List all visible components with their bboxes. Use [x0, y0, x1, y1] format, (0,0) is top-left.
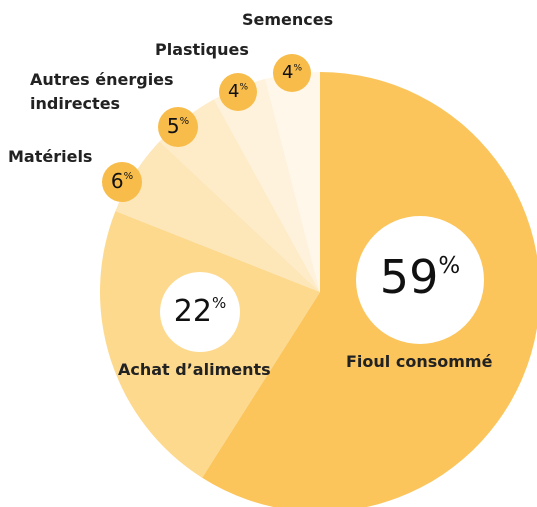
- value-label: 6%: [111, 169, 133, 193]
- pie-slice: [115, 141, 320, 292]
- category-label: Autres énergies indirectes: [30, 70, 174, 113]
- label-bubble: [158, 107, 198, 147]
- category-label: Fioul consommé: [346, 352, 493, 371]
- value-label: 4%: [228, 81, 248, 102]
- category-label: Semences: [242, 10, 334, 29]
- pie-slice: [265, 72, 320, 292]
- label-bubble: [102, 162, 142, 202]
- pie-slice: [159, 99, 320, 293]
- value-label: 22%: [174, 294, 226, 329]
- category-label: Matériels: [8, 147, 93, 166]
- category-label: Plastiques: [155, 40, 249, 59]
- label-bubble: [356, 216, 484, 344]
- pie-slice: [214, 78, 320, 292]
- value-label: 5%: [167, 114, 189, 138]
- label-bubble: [160, 272, 240, 352]
- value-label: 4%: [282, 62, 302, 83]
- label-bubble: [219, 73, 257, 111]
- label-bubble: [273, 54, 311, 92]
- value-label: 59%: [380, 250, 460, 304]
- category-label: Achat d’aliments: [118, 360, 271, 379]
